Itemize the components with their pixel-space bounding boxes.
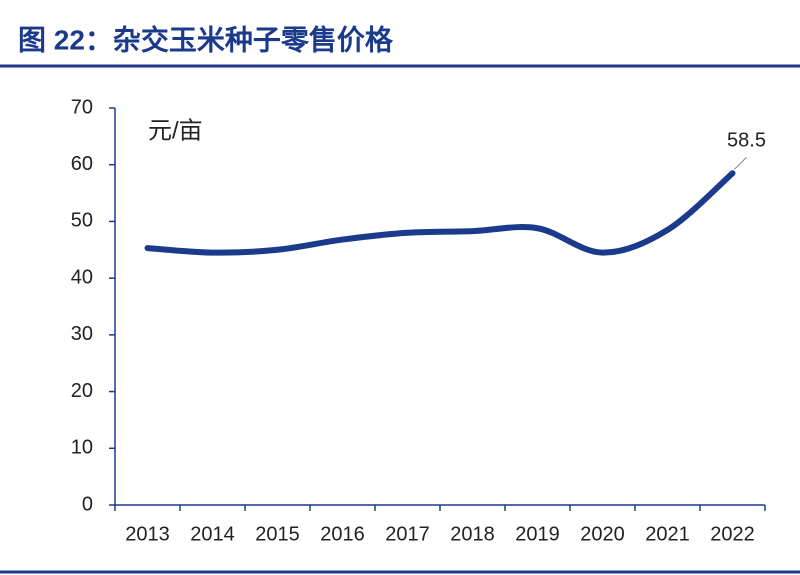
y-tick-label: 40 [71, 266, 93, 288]
label-leader [734, 156, 747, 170]
y-tick-label: 60 [71, 153, 93, 175]
chart-title: 图 22：杂交玉米种子零售价格 [18, 23, 394, 55]
x-tick-label: 2015 [255, 523, 300, 545]
y-tick-label: 20 [71, 380, 93, 402]
y-tick-label: 50 [71, 210, 93, 232]
x-tick-label: 2020 [580, 523, 625, 545]
x-tick-label: 2021 [645, 523, 690, 545]
y-tick-label: 10 [71, 437, 93, 459]
data-label: 58.5 [727, 130, 766, 152]
y-tick-label: 0 [82, 493, 93, 515]
x-tick-label: 2016 [320, 523, 365, 545]
x-tick-label: 2014 [190, 523, 235, 545]
x-tick-label: 2013 [125, 523, 170, 545]
x-tick-label: 2019 [515, 523, 560, 545]
y-tick-label: 70 [71, 96, 93, 118]
unit-label: 元/亩 [148, 117, 203, 144]
y-tick-label: 30 [71, 323, 93, 345]
x-tick-label: 2022 [710, 523, 755, 545]
x-tick-label: 2017 [385, 523, 430, 545]
x-tick-label: 2018 [450, 523, 495, 545]
line [144, 170, 736, 256]
